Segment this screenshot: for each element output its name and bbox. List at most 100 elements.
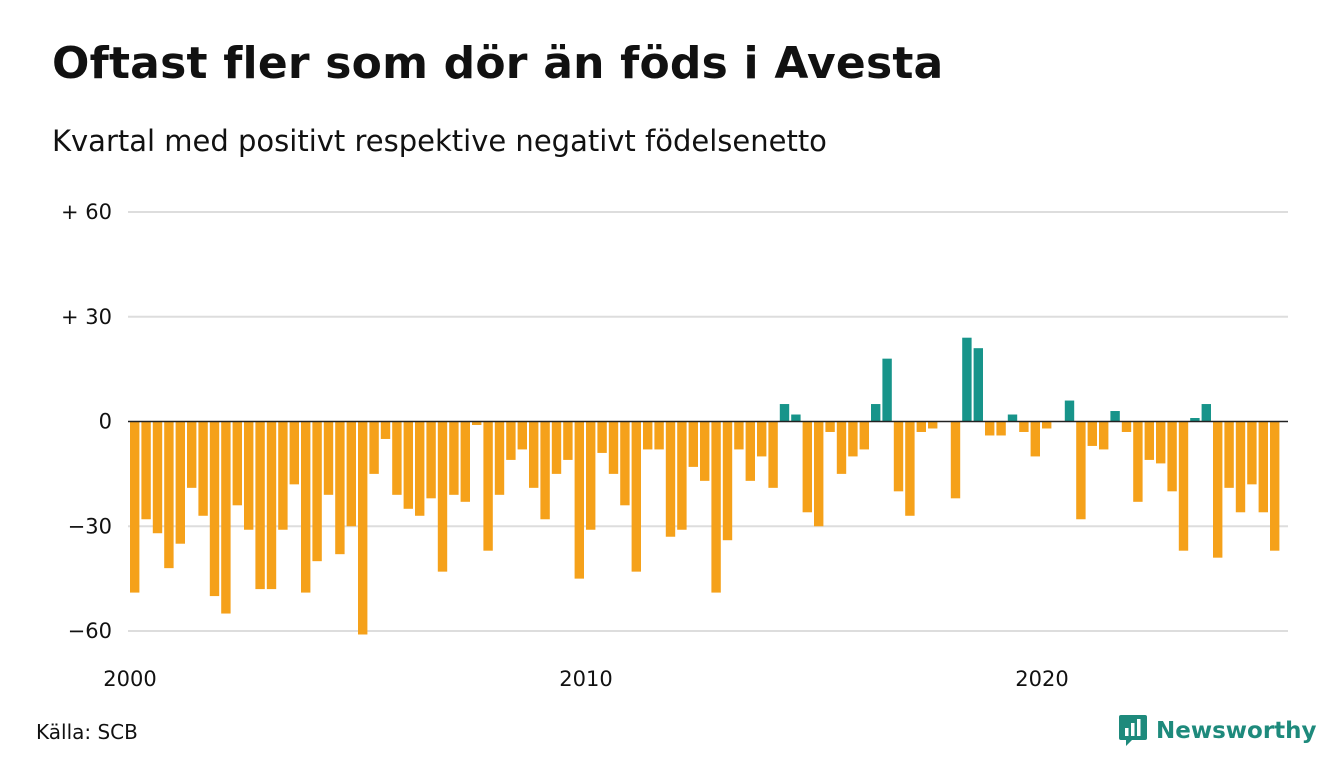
bar: [597, 421, 607, 453]
bar: [791, 414, 801, 422]
bar: [654, 421, 664, 450]
bar: [358, 421, 368, 635]
bar: [848, 421, 858, 457]
bar: [688, 421, 698, 467]
source-note: Källa: SCB: [36, 720, 138, 744]
x-tick-label: 2000: [103, 667, 156, 691]
bar: [962, 337, 972, 422]
bar: [403, 421, 413, 509]
bar: [608, 421, 619, 474]
bar: [711, 421, 721, 593]
bar: [950, 421, 961, 499]
bar: [335, 421, 345, 555]
bar: [1087, 421, 1097, 446]
bar: [893, 421, 904, 492]
bar: [836, 421, 847, 474]
y-tick-label: −60: [68, 619, 112, 643]
bar: [483, 421, 493, 551]
bar: [517, 421, 527, 450]
bar: [472, 421, 482, 425]
bar: [779, 404, 790, 422]
bar: [289, 421, 299, 485]
x-tick-label: 2020: [1015, 667, 1068, 691]
newsworthy-logo-icon: [1119, 715, 1147, 746]
bar: [882, 358, 892, 422]
bar: [1099, 421, 1109, 450]
bar: [198, 421, 208, 516]
bar: [928, 421, 938, 429]
bar: [460, 421, 470, 502]
bar: [586, 421, 596, 530]
bar: [722, 421, 733, 541]
bar: [745, 421, 755, 481]
bar: [700, 421, 710, 481]
bar: [734, 421, 744, 450]
bar: [152, 421, 163, 534]
bar: [323, 421, 334, 495]
bar: [620, 421, 630, 506]
brand-logo[interactable]: Newsworthy: [1118, 714, 1317, 748]
bar: [871, 404, 881, 422]
bar: [380, 421, 391, 439]
bar: [1213, 421, 1223, 558]
bar: [392, 421, 402, 495]
bar: [1235, 421, 1246, 513]
bar: [426, 421, 436, 499]
y-tick-label: 0: [99, 410, 112, 434]
bar: [551, 421, 562, 474]
bar: [369, 421, 379, 474]
grid-layer: [128, 211, 1288, 632]
y-tick-label: −30: [68, 514, 112, 538]
bar: [1064, 400, 1075, 422]
bar: [1076, 421, 1086, 520]
bar: [1030, 421, 1040, 457]
bar: [506, 421, 516, 460]
bar: [494, 421, 505, 495]
bar: [677, 421, 687, 530]
bars-layer: [128, 337, 1288, 635]
y-tick-label: + 30: [61, 305, 112, 329]
bar: [141, 421, 151, 520]
brand-name: Newsworthy: [1156, 718, 1317, 744]
bar: [1167, 421, 1177, 492]
bar: [1190, 418, 1200, 422]
bar: [312, 421, 322, 562]
bar: [1178, 421, 1189, 551]
bar: [278, 421, 288, 530]
bar: [665, 421, 676, 537]
bar: [859, 421, 869, 450]
bar: [1201, 404, 1211, 422]
chart-subtitle: Kvartal med positivt respektive negativt…: [52, 124, 827, 158]
x-tick-label: 2010: [559, 667, 612, 691]
bar: [1007, 414, 1018, 422]
bar: [346, 421, 356, 527]
bar: [1133, 421, 1143, 502]
bar: [916, 421, 926, 432]
bar: [1156, 421, 1166, 464]
bar: [1270, 421, 1280, 551]
bar: [1224, 421, 1234, 488]
bar: [175, 421, 185, 544]
bar: [529, 421, 539, 488]
bar: [437, 421, 448, 572]
bar: [757, 421, 767, 457]
bar: [209, 421, 220, 597]
bar: [221, 421, 231, 614]
bar: [244, 421, 254, 530]
bar: [905, 421, 915, 516]
bar: [301, 421, 311, 593]
bar: [540, 421, 550, 520]
bar: [574, 421, 584, 579]
bar: [814, 421, 824, 527]
bar: [631, 421, 641, 572]
bar: [164, 421, 174, 569]
bar: [825, 421, 835, 432]
bar: [563, 421, 573, 460]
bar: [130, 421, 140, 593]
bar: [187, 421, 197, 488]
bar: [1144, 421, 1154, 460]
bar: [1121, 421, 1132, 432]
bar: [973, 348, 983, 422]
bar: [1247, 421, 1257, 485]
bar: [232, 421, 242, 506]
